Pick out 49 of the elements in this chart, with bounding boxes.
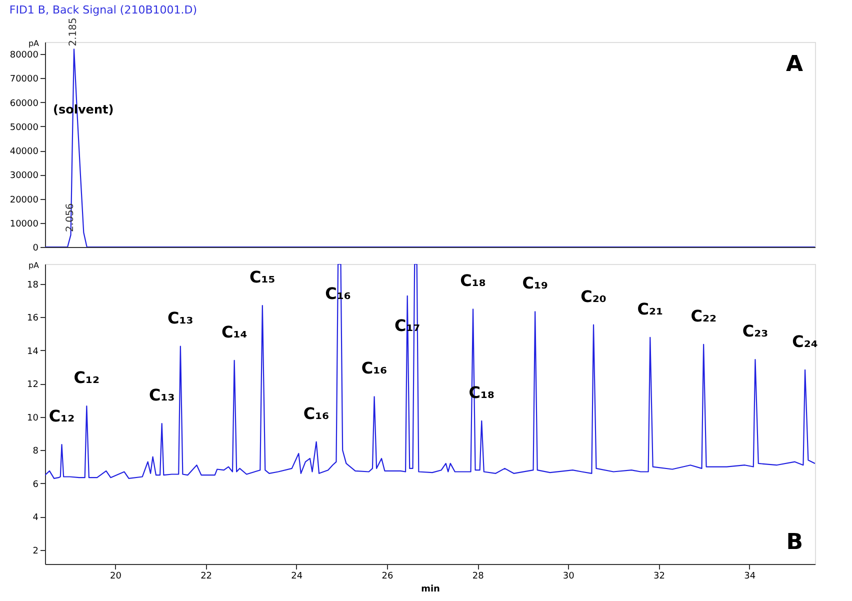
annotation: C₂₁ bbox=[637, 299, 664, 318]
annotation: C₁₆ bbox=[303, 404, 330, 423]
y-tick-label: 30000 bbox=[10, 171, 39, 182]
y-tick-label: 16 bbox=[27, 314, 39, 324]
y-tick-label: 70000 bbox=[10, 74, 39, 85]
y-tick-label: 8 bbox=[32, 446, 39, 457]
y-tick-label: 4 bbox=[32, 513, 39, 524]
annotation: B bbox=[786, 530, 803, 555]
y-tick-label: 0 bbox=[32, 244, 39, 254]
y-tick-label: 50000 bbox=[10, 122, 39, 133]
x-tick-label: 24 bbox=[291, 572, 303, 582]
annotation: C₁₃ bbox=[148, 386, 175, 405]
y-tick-label: 60000 bbox=[10, 98, 39, 109]
y-tick-label: 14 bbox=[27, 346, 39, 357]
annotation: 2.185 bbox=[68, 18, 79, 46]
y-tick-label: 18 bbox=[27, 280, 39, 290]
x-tick-label: 32 bbox=[654, 572, 665, 582]
y-tick-label: 10000 bbox=[10, 219, 39, 230]
x-tick-label: 28 bbox=[472, 572, 484, 582]
x-tick-label: 20 bbox=[110, 572, 122, 582]
annotation: C₁₆ bbox=[361, 358, 388, 378]
annotation: C₂₀ bbox=[580, 286, 606, 306]
annotation: A bbox=[786, 52, 803, 77]
y-tick-label: 2 bbox=[32, 546, 38, 556]
y-tick-label: 80000 bbox=[10, 50, 39, 61]
annotation: C₁₉ bbox=[522, 274, 548, 293]
annotation: C₂₂ bbox=[690, 306, 716, 326]
x-axis-title: min bbox=[421, 584, 440, 594]
annotation: C₁₂ bbox=[74, 368, 100, 388]
annotation: C₁₈ bbox=[460, 271, 486, 290]
chart-title: FID1 B, Back Signal (210B1001.D) bbox=[9, 4, 198, 17]
y-tick-label: 10 bbox=[27, 413, 39, 424]
annotation: C₂₃ bbox=[742, 322, 768, 341]
y-tick-label: 40000 bbox=[10, 147, 39, 158]
y-tick-label: 20000 bbox=[10, 195, 39, 206]
annotation: C₂₄ bbox=[792, 332, 818, 351]
x-tick-label: 30 bbox=[562, 572, 575, 582]
x-tick-label: 26 bbox=[382, 572, 394, 582]
x-tick-label: 22 bbox=[200, 572, 212, 582]
y-axis-title: pA bbox=[28, 261, 40, 270]
annotation: C₁₃ bbox=[168, 308, 194, 328]
y-tick-label: 12 bbox=[27, 380, 38, 390]
y-tick-label: 6 bbox=[32, 480, 39, 490]
y-axis-title: pA bbox=[28, 39, 40, 48]
annotation: C₁₅ bbox=[250, 268, 276, 287]
annotation: 2.056 bbox=[64, 203, 76, 232]
annotation: C₁₄ bbox=[221, 322, 248, 342]
annotation: C₁₂ bbox=[48, 406, 75, 426]
x-tick-label: 34 bbox=[744, 572, 756, 582]
